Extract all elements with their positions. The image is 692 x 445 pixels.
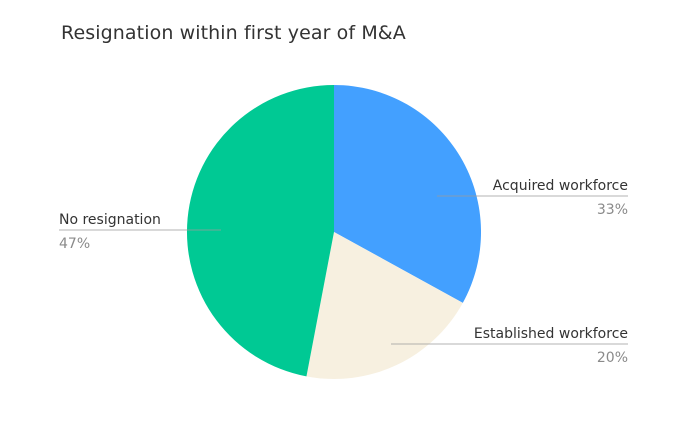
slice-label: Established workforce (474, 326, 628, 342)
pie-slice-established-workforce (306, 232, 463, 380)
slice-value-label: 47% (59, 236, 90, 252)
slice-value-label: 20% (597, 350, 628, 366)
pie-slices (186, 84, 482, 380)
chart-title: Resignation within first year of M&A (61, 22, 406, 44)
slice-value-label: 33% (597, 202, 628, 218)
pie-slice-acquired-workforce (334, 85, 482, 303)
leader-lines (59, 195, 628, 345)
slice-label: Acquired workforce (493, 178, 628, 194)
pie-slice-no-resignation (186, 84, 334, 377)
slice-labels: Acquired workforce 33% Established workfor… (59, 178, 628, 366)
slice-label: No resignation (59, 212, 161, 228)
